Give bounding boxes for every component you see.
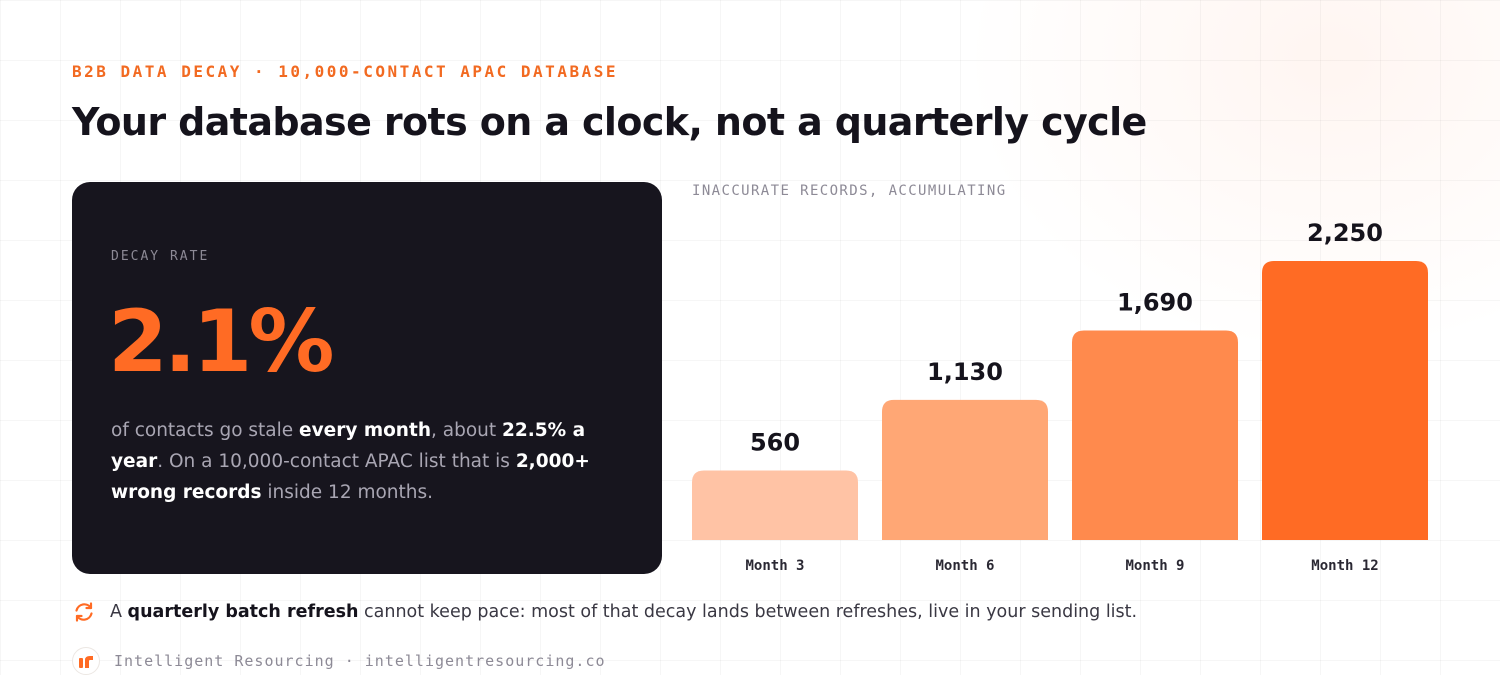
x-tick-label: Month 6 — [935, 558, 994, 574]
footnote: A quarterly batch refresh cannot keep pa… — [72, 598, 1137, 626]
desc-text-4: inside 12 months. — [261, 482, 434, 503]
intelligent-resourcing-logo-icon — [72, 647, 100, 675]
footer-text[interactable]: Intelligent Resourcing · intelligentreso… — [114, 652, 606, 670]
desc-bold-every-month: every month — [299, 420, 431, 441]
footnote-text-2: cannot keep pace: most of that decay lan… — [358, 602, 1138, 622]
decay-rate-card: DECAY RATE 2.1% of contacts go stale eve… — [72, 182, 662, 574]
bar-value-label: 2,250 — [1307, 219, 1383, 247]
bar-month-12 — [1262, 261, 1428, 540]
bar-month-3 — [692, 470, 858, 540]
bar-month-6 — [882, 399, 1048, 540]
decay-rate-description: of contacts go stale every month, about … — [111, 415, 631, 508]
bar-value-label: 1,130 — [927, 358, 1003, 386]
decay-rate-value: 2.1% — [108, 292, 335, 392]
bar-month-9 — [1072, 330, 1238, 540]
desc-bold-yearly-rate: 22.5% a year — [111, 420, 586, 472]
footnote-text-1: A — [110, 602, 128, 622]
footer: Intelligent Resourcing · intelligentreso… — [72, 647, 606, 675]
desc-text-1: of contacts go stale — [111, 420, 300, 441]
eyebrow: B2B DATA DECAY · 10,000-CONTACT APAC DAT… — [72, 62, 618, 81]
x-tick-label: Month 12 — [1311, 558, 1378, 574]
footnote-text: A quarterly batch refresh cannot keep pa… — [110, 602, 1137, 622]
decay-rate-label: DECAY RATE — [111, 249, 210, 264]
page-title: Your database rots on a clock, not a qua… — [72, 100, 1147, 144]
footnote-bold: quarterly batch refresh — [127, 602, 359, 622]
bar-value-label: 1,690 — [1117, 288, 1193, 316]
x-tick-label: Month 9 — [1125, 558, 1184, 574]
desc-text-2: , about — [431, 420, 503, 441]
bar-value-label: 560 — [750, 429, 800, 457]
refresh-icon — [75, 602, 93, 622]
desc-text-3: . On a 10,000-contact APAC list that is — [157, 451, 516, 472]
desc-bold-wrong-records: 2,000+ wrong records — [111, 451, 590, 503]
x-tick-label: Month 3 — [745, 558, 804, 574]
chart-title: INACCURATE RECORDS, ACCUMULATING — [692, 183, 1007, 199]
